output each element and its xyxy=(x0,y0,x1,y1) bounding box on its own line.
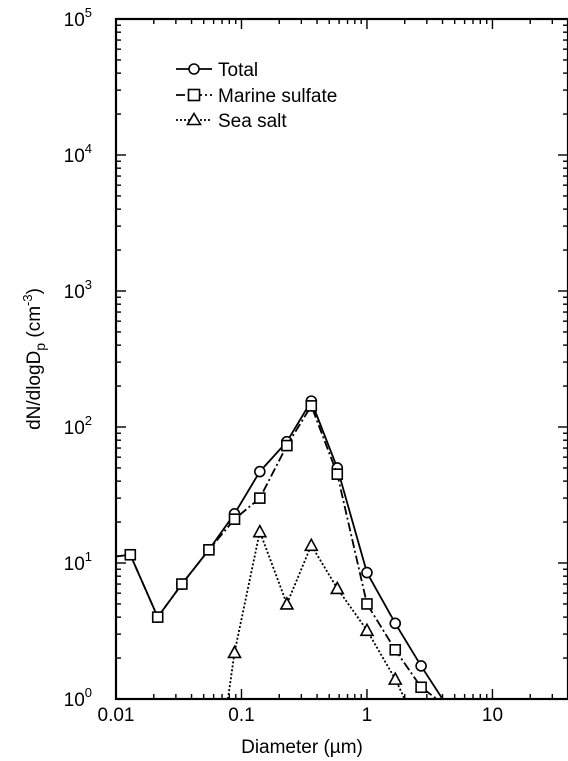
data-point-square xyxy=(254,492,266,504)
legend-label-sea-salt: Sea salt xyxy=(218,111,287,132)
y-tick-label: 105 xyxy=(64,5,92,31)
data-point-square xyxy=(415,681,427,694)
series-square xyxy=(116,400,438,699)
y-tick-label-exponent: 2 xyxy=(85,413,92,428)
data-point-circle xyxy=(415,660,427,672)
legend-label-total: Total xyxy=(218,60,258,81)
y-tick-label-base: 10 xyxy=(64,10,85,31)
data-point-triangle xyxy=(329,580,345,595)
series-line xyxy=(227,528,406,699)
data-point-triangle xyxy=(359,622,375,637)
data-point-triangle xyxy=(279,596,295,610)
legend-item-marine-sulfate: Marine sulfate xyxy=(176,86,337,107)
y-tick-label-exponent: 0 xyxy=(85,685,92,700)
y-tick-label-exponent: 1 xyxy=(85,549,92,564)
x-axis-title: Diameter (µm) xyxy=(241,737,363,758)
x-tick-label: 1 xyxy=(362,705,373,726)
data-point-square xyxy=(389,644,402,656)
data-point-square xyxy=(331,468,344,480)
y-tick-label-base: 10 xyxy=(64,146,85,167)
legend-marker-sea-salt xyxy=(186,111,202,126)
data-point-square xyxy=(281,439,293,452)
data-point-circle xyxy=(254,465,266,478)
legend: Total Marine sulfate Sea salt xyxy=(176,60,337,132)
data-point-square xyxy=(305,400,318,412)
y-axis-title-main: dN/dlogD xyxy=(24,351,45,430)
series-line xyxy=(116,403,438,699)
data-point-square xyxy=(361,598,373,610)
plot-area-frame xyxy=(114,17,568,701)
y-tick-label: 100 xyxy=(64,685,92,711)
data-point-triangle xyxy=(387,671,403,685)
y-tick-label-base: 10 xyxy=(64,554,85,575)
y-tick-label-exponent: 5 xyxy=(85,5,92,20)
x-tick-label: 0.1 xyxy=(228,705,254,726)
data-point-square xyxy=(151,611,164,623)
data-point-square xyxy=(124,548,137,561)
y-tick-label-base: 10 xyxy=(64,418,85,439)
legend-label-marine-sulfate: Marine sulfate xyxy=(218,86,337,107)
data-point-square xyxy=(228,513,241,525)
y-axis-title-unit: (cm xyxy=(24,306,45,343)
y-tick-label-base: 10 xyxy=(64,282,85,303)
series-triangle xyxy=(227,523,406,699)
y-tick-label: 104 xyxy=(64,141,92,167)
data-point-triangle xyxy=(227,644,242,659)
x-tick-label: 0.01 xyxy=(98,705,135,726)
data-point-square xyxy=(176,578,188,590)
data-point-circle xyxy=(389,617,402,630)
y-tick-label-exponent: 3 xyxy=(85,277,92,292)
y-tick-label: 103 xyxy=(64,277,92,303)
data-point-square xyxy=(203,544,215,556)
legend-marker-total xyxy=(188,63,200,75)
y-tick-label-base: 10 xyxy=(64,690,85,711)
legend-item-sea-salt: Sea salt xyxy=(176,111,287,132)
series-layer xyxy=(116,395,444,699)
y-axis-title: dN/dlogDp (cm-3) xyxy=(20,288,48,430)
y-tick-label: 102 xyxy=(64,413,92,439)
y-axis-title-unit-exponent: -3 xyxy=(20,294,35,306)
legend-marker-marine-sulfate xyxy=(187,88,201,102)
legend-item-total: Total xyxy=(176,60,258,81)
data-point-circle xyxy=(361,566,373,579)
data-point-triangle xyxy=(252,523,268,538)
x-tick-label: 10 xyxy=(482,705,503,726)
y-axis-title-unit-close: ) xyxy=(24,288,45,294)
data-point-triangle xyxy=(303,537,319,552)
y-tick-label: 101 xyxy=(64,549,92,575)
y-tick-label-exponent: 4 xyxy=(85,141,92,156)
axis-ticks xyxy=(115,18,568,700)
y-axis-title-subscript: p xyxy=(32,343,48,351)
